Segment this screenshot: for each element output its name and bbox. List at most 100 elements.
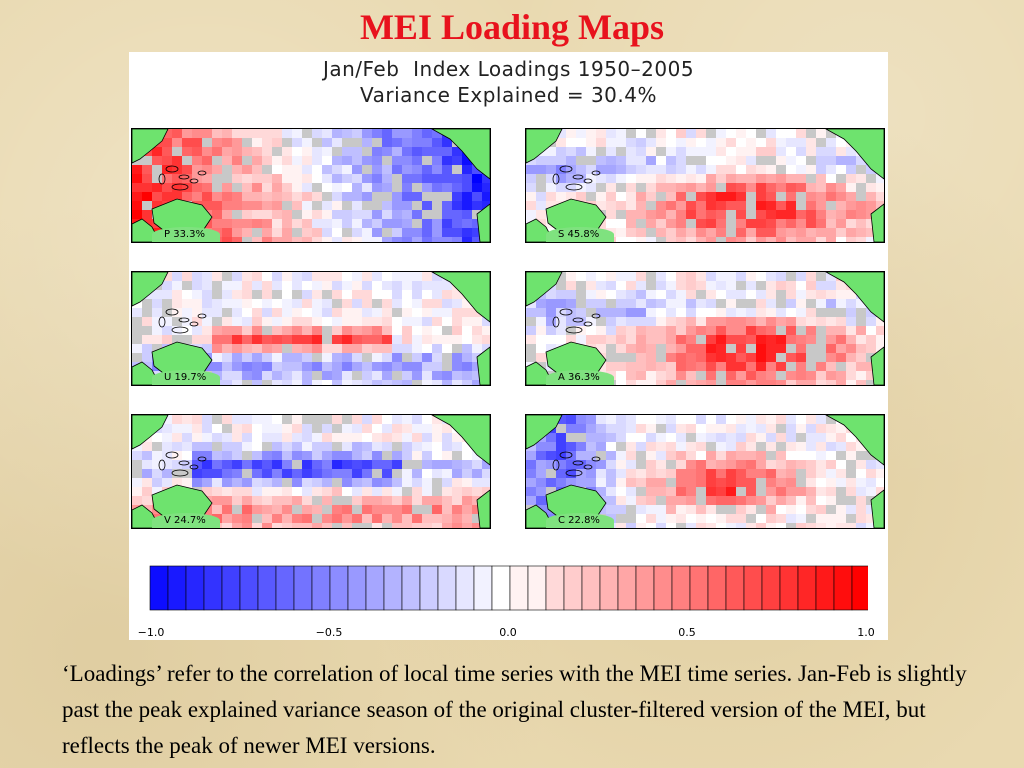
loading-cell: [452, 362, 462, 371]
loading-cell: [626, 156, 636, 165]
colorbar-swatch: [581, 565, 601, 611]
loading-cell: [686, 308, 696, 317]
loading-cell: [162, 156, 172, 165]
loading-cell: [566, 433, 576, 442]
loading-cell: [676, 460, 686, 469]
loading-cell: [322, 183, 332, 192]
loading-cell: [736, 371, 746, 380]
figure-title: Jan/Feb Index Loadings 1950–2005 Varianc…: [129, 56, 888, 108]
label-land-background: [152, 513, 220, 528]
loading-cell: [666, 478, 676, 487]
loading-cell: [232, 514, 242, 523]
loading-cell: [452, 433, 462, 442]
loading-cell: [626, 290, 636, 299]
land-mass: [526, 129, 563, 164]
loading-cell: [272, 380, 282, 385]
loading-cell: [736, 344, 746, 353]
loading-cell: [442, 433, 452, 442]
loading-cell: [646, 192, 656, 201]
loading-cell: [442, 460, 452, 469]
loading-cell: [566, 415, 576, 424]
loading-cell: [806, 219, 816, 228]
island-outline: [178, 460, 190, 466]
loading-cell: [556, 308, 566, 317]
loading-cell: [142, 335, 152, 344]
loading-cell: [706, 514, 716, 523]
loading-cell: [776, 505, 786, 514]
loading-cell: [806, 317, 816, 326]
loading-cell: [716, 460, 726, 469]
colorbar-swatch: [815, 565, 835, 611]
loading-cell: [282, 174, 292, 183]
loading-cell: [322, 415, 332, 424]
loading-cell: [626, 353, 636, 362]
loading-cell: [566, 138, 576, 147]
loading-cell: [382, 371, 392, 380]
loading-cell: [626, 237, 636, 242]
loading-cell: [252, 183, 262, 192]
loading-cell: [432, 183, 442, 192]
loading-cell: [706, 442, 716, 451]
loading-cell: [352, 174, 362, 183]
loading-cell: [382, 451, 392, 460]
loading-cell: [152, 147, 162, 156]
loading-cell: [222, 165, 232, 174]
loading-cell: [352, 147, 362, 156]
loading-cell: [836, 201, 846, 210]
loading-cell: [646, 487, 656, 496]
loading-cell: [556, 433, 566, 442]
island-outline: [559, 308, 573, 316]
loading-cell: [696, 237, 706, 242]
loading-cell: [786, 505, 796, 514]
loading-cell: [212, 335, 222, 344]
loading-cell: [776, 147, 786, 156]
loading-cell: [766, 272, 776, 281]
loading-cell: [736, 183, 746, 192]
loading-cell: [252, 415, 262, 424]
loading-cell: [586, 174, 596, 183]
loading-cell: [826, 424, 836, 433]
loading-cell: [866, 478, 876, 487]
loading-cell: [192, 460, 202, 469]
loading-cell: [796, 219, 806, 228]
loading-cell: [676, 156, 686, 165]
loading-cell: [362, 523, 372, 528]
loading-cell: [272, 174, 282, 183]
loading-cell: [302, 165, 312, 174]
loading-cell: [636, 478, 646, 487]
loading-cell: [422, 442, 432, 451]
loading-cell: [536, 442, 546, 451]
loading-cell: [836, 335, 846, 344]
loading-cell: [746, 147, 756, 156]
loading-cell: [332, 451, 342, 460]
loading-cell: [422, 469, 432, 478]
loading-cell: [162, 317, 172, 326]
loading-cell: [482, 192, 490, 201]
loading-cell: [332, 290, 342, 299]
loading-cell: [736, 523, 746, 528]
loading-cell: [776, 290, 786, 299]
loading-cell: [656, 505, 666, 514]
loading-cell: [382, 281, 392, 290]
loading-cell: [362, 433, 372, 442]
loading-cell: [382, 183, 392, 192]
loading-cell: [322, 460, 332, 469]
loading-cell: [626, 281, 636, 290]
loading-cell: [452, 478, 462, 487]
loading-cell: [472, 487, 482, 496]
loading-cell: [656, 415, 666, 424]
loading-cell: [606, 138, 616, 147]
loading-cell: [232, 147, 242, 156]
loading-cell: [846, 299, 856, 308]
loading-cell: [786, 219, 796, 228]
loading-cell: [756, 299, 766, 308]
loading-cell: [806, 281, 816, 290]
loading-cell: [162, 272, 172, 281]
loading-cell: [866, 362, 876, 371]
colorbar-swatch: [437, 565, 457, 611]
colorbar-swatch: [275, 565, 295, 611]
loading-cell: [726, 219, 736, 228]
loading-cell: [676, 415, 686, 424]
loading-cell: [262, 326, 272, 335]
loading-cell: [726, 451, 736, 460]
